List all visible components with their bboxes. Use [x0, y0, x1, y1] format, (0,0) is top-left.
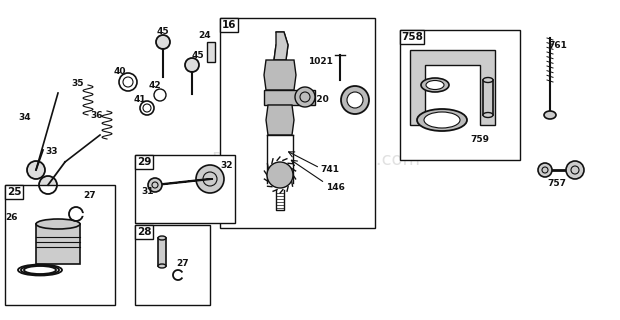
- Circle shape: [185, 58, 199, 72]
- Text: 45: 45: [157, 28, 169, 36]
- Circle shape: [347, 92, 363, 108]
- Polygon shape: [264, 60, 296, 90]
- Ellipse shape: [417, 109, 467, 131]
- Text: 29: 29: [137, 157, 151, 167]
- Text: 32: 32: [221, 161, 233, 170]
- Text: 761: 761: [549, 42, 567, 51]
- Circle shape: [566, 161, 584, 179]
- Text: 45: 45: [192, 51, 205, 60]
- Bar: [220, 18, 375, 228]
- Circle shape: [538, 163, 552, 177]
- Text: 26: 26: [5, 213, 17, 222]
- Text: 34: 34: [19, 114, 32, 123]
- Text: 27: 27: [177, 260, 189, 268]
- Polygon shape: [410, 50, 495, 125]
- Bar: [400, 30, 424, 44]
- Ellipse shape: [421, 78, 449, 92]
- Ellipse shape: [544, 111, 556, 119]
- Circle shape: [148, 178, 162, 192]
- Text: 741: 741: [321, 165, 340, 174]
- Bar: [36, 224, 80, 264]
- Circle shape: [27, 161, 45, 179]
- Text: eReplacementParts.com: eReplacementParts.com: [200, 151, 420, 169]
- Ellipse shape: [424, 112, 460, 128]
- Bar: [158, 238, 166, 266]
- Bar: [135, 155, 235, 223]
- Ellipse shape: [158, 264, 166, 268]
- Ellipse shape: [36, 219, 80, 229]
- Text: 146: 146: [326, 182, 345, 191]
- Text: 41: 41: [134, 95, 146, 105]
- Bar: [483, 80, 493, 115]
- Circle shape: [267, 162, 293, 188]
- Text: 757: 757: [547, 179, 567, 188]
- Bar: [207, 42, 215, 62]
- Circle shape: [341, 86, 369, 114]
- Text: 35: 35: [72, 78, 84, 87]
- Bar: [220, 18, 238, 32]
- Ellipse shape: [483, 113, 493, 117]
- Text: 1021: 1021: [308, 58, 332, 67]
- Text: 16: 16: [222, 20, 236, 30]
- Circle shape: [196, 165, 224, 193]
- Text: 40: 40: [113, 68, 126, 76]
- Ellipse shape: [483, 77, 493, 83]
- Text: 27: 27: [84, 190, 96, 199]
- Polygon shape: [266, 105, 294, 135]
- Text: 1020: 1020: [304, 95, 329, 105]
- Circle shape: [295, 87, 315, 107]
- Ellipse shape: [426, 81, 444, 90]
- Polygon shape: [152, 179, 213, 185]
- Text: 758: 758: [401, 32, 423, 42]
- Circle shape: [39, 176, 57, 194]
- Polygon shape: [264, 90, 315, 105]
- Bar: [400, 30, 520, 160]
- Text: 31: 31: [142, 188, 154, 196]
- Bar: [5, 185, 23, 199]
- Text: 24: 24: [198, 30, 211, 39]
- Text: 42: 42: [149, 81, 161, 90]
- Bar: [135, 225, 210, 305]
- Text: 25: 25: [7, 187, 21, 197]
- Text: 36: 36: [91, 110, 104, 119]
- Ellipse shape: [158, 236, 166, 240]
- Text: 33: 33: [46, 148, 58, 156]
- Bar: [5, 185, 115, 305]
- Polygon shape: [274, 32, 288, 60]
- Text: 759: 759: [471, 135, 490, 145]
- Text: 28: 28: [137, 227, 151, 237]
- Circle shape: [156, 35, 170, 49]
- Bar: [135, 225, 153, 239]
- Bar: [135, 155, 153, 169]
